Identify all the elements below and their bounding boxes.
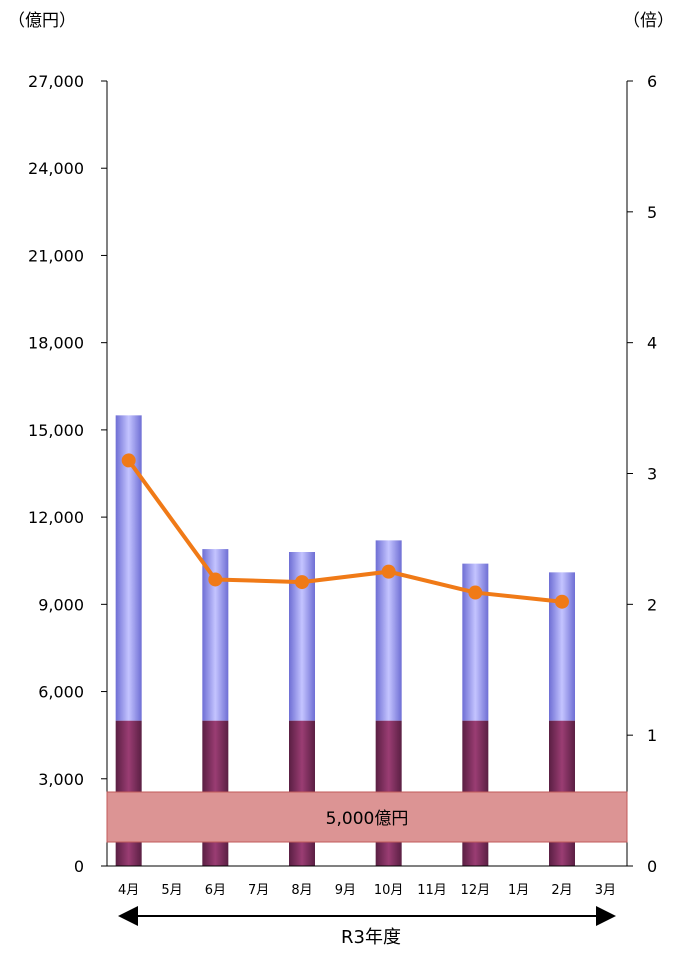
right-tick-label-2: 2 (647, 595, 657, 614)
left-unit-label: （億円） (8, 11, 76, 31)
x-tick-label-8: 12月 (461, 883, 491, 898)
left-tick-label-0: 0 (74, 857, 84, 876)
right-tick-label-3: 3 (647, 465, 657, 484)
annotation-layer: 5,000億円 (106, 791, 628, 843)
right-unit-label: （倍） (623, 11, 674, 31)
right-tick-label-4: 4 (647, 334, 657, 353)
right-tick-label-0: 0 (647, 857, 657, 876)
x-tick-label-1: 5月 (161, 883, 182, 898)
ratio-point-8 (468, 585, 483, 600)
left-tick-label-8: 24,000 (28, 159, 84, 178)
bar-top-10 (549, 572, 575, 721)
x-tick-label-4: 8月 (291, 883, 312, 898)
axes-layer: 0 3,000 6,000 9,000 12,000 15,000 18,000 21,000… (8, 11, 674, 948)
annotation-label: 5,000億円 (326, 809, 409, 829)
x-tick-label-11: 3月 (595, 883, 616, 898)
x-tick-label-9: 1月 (508, 883, 529, 898)
left-tick-label-3: 9,000 (38, 595, 84, 614)
left-tick-label-7: 21,000 (28, 246, 84, 265)
ratio-point-4 (295, 575, 309, 590)
left-tick-label-4: 12,000 (28, 508, 84, 527)
right-tick-label-1: 1 (647, 726, 657, 745)
left-tick-label-1: 3,000 (38, 770, 84, 789)
x-tick-label-0: 4月 (118, 883, 139, 898)
line-layer (121, 453, 569, 609)
annotation-band (106, 791, 628, 843)
ratio-point-0 (121, 453, 136, 468)
x-tick-label-10: 2月 (551, 883, 572, 898)
ratio-point-6 (381, 564, 396, 579)
x-tick-label-2: 6月 (205, 883, 226, 898)
x-tick-label-5: 9月 (335, 883, 356, 898)
left-tick-label-5: 15,000 (28, 421, 84, 440)
right-tick-label-6: 6 (647, 72, 657, 91)
x-tick-label-3: 7月 (248, 883, 269, 898)
x-tick-label-7: 11月 (417, 883, 447, 898)
left-tick-label-2: 6,000 (38, 683, 84, 702)
right-tick-label-5: 5 (647, 203, 657, 222)
ratio-point-10 (555, 594, 569, 609)
left-tick-label-6: 18,000 (28, 334, 84, 353)
ratio-line (127, 459, 563, 604)
period-label: R3年度 (341, 927, 401, 948)
ratio-point-2 (208, 572, 223, 587)
x-tick-label-6: 10月 (374, 883, 404, 898)
left-tick-label-9: 27,000 (28, 72, 84, 91)
